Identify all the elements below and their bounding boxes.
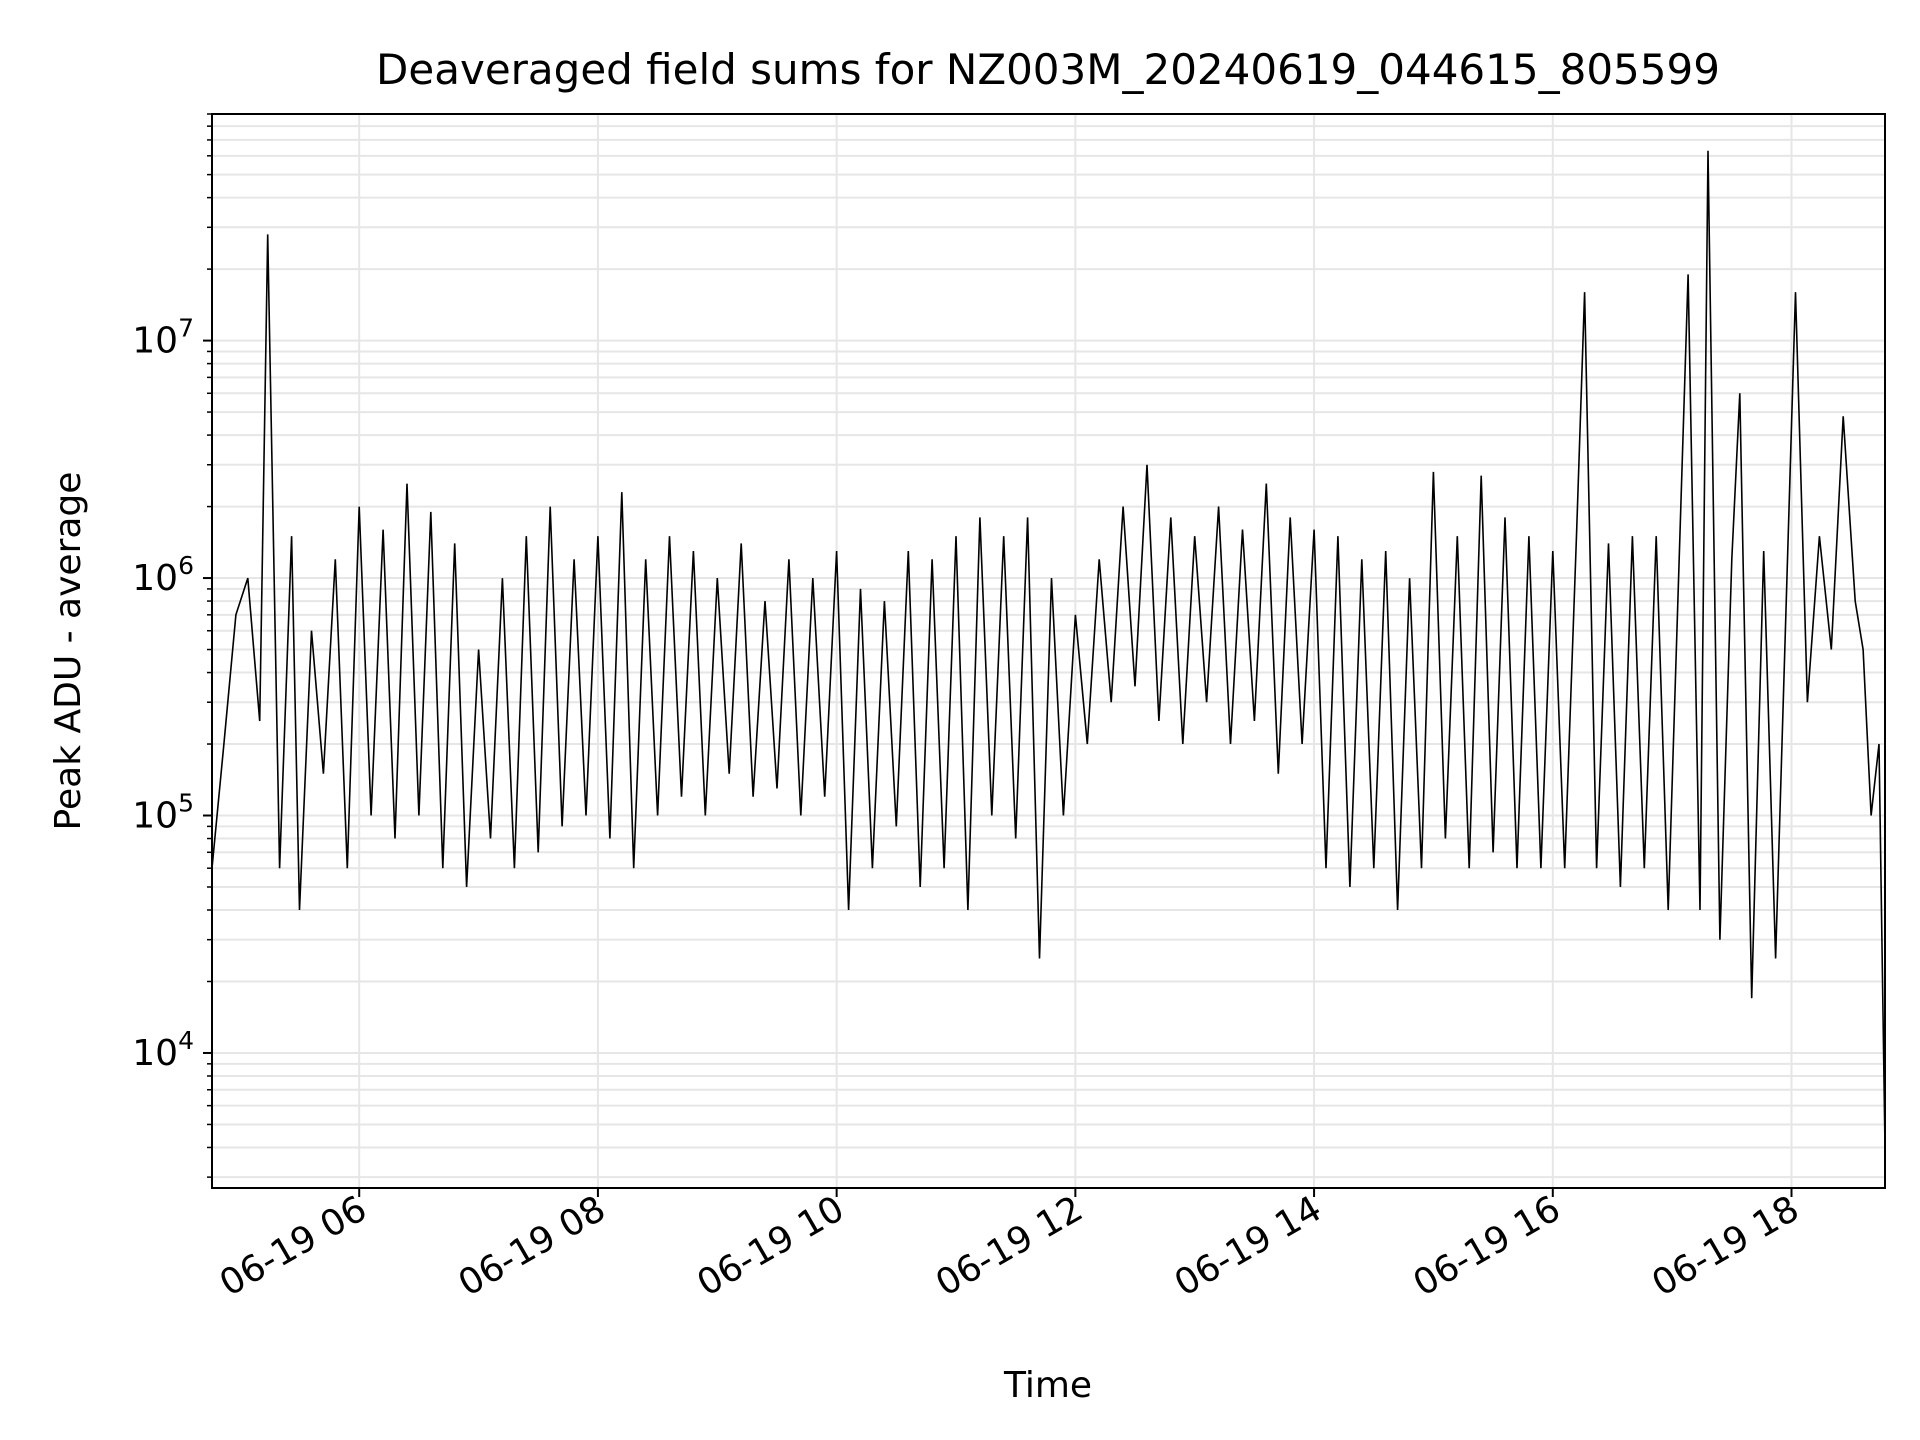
plot-frame bbox=[211, 113, 1886, 1189]
data-line bbox=[211, 150, 1886, 1148]
y-tick-label: 107 bbox=[132, 314, 194, 362]
y-tick-label: 106 bbox=[132, 551, 194, 599]
y-tick-label: 105 bbox=[132, 789, 194, 837]
chart-title: Deaveraged field sums for NZ003M_2024061… bbox=[376, 45, 1720, 94]
y-axis-ticks: 104 105 106 107 bbox=[132, 113, 212, 1178]
y-tick-label: 104 bbox=[132, 1026, 194, 1074]
x-axis-label: Time bbox=[1003, 1365, 1092, 1406]
y-axis-label: Peak ADU - average bbox=[48, 472, 89, 831]
series-line bbox=[211, 150, 1886, 1148]
